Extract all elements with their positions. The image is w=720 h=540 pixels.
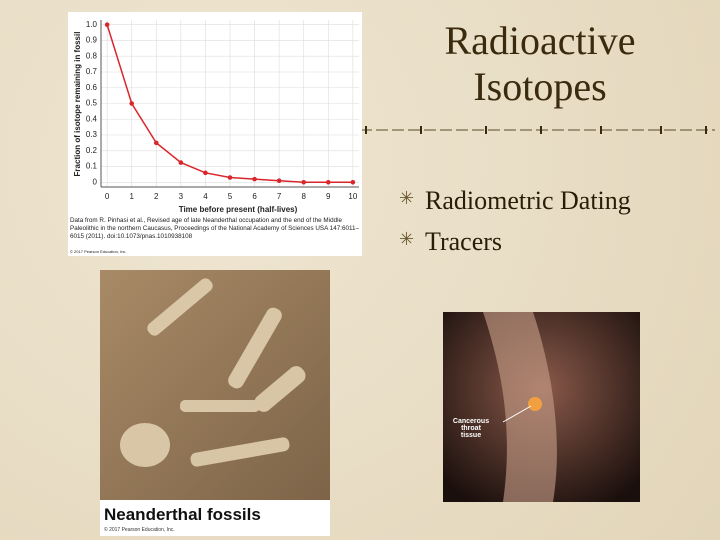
y-tick-label: 0.3 (86, 130, 98, 139)
divider (360, 126, 715, 134)
data-point (350, 179, 356, 185)
figure-copyright: © 2017 Pearson Education, Inc. (70, 249, 127, 254)
data-point (203, 170, 208, 176)
x-tick-label: 0 (105, 192, 110, 201)
data-point (276, 178, 282, 183)
y-tick-label: 0.2 (86, 146, 98, 155)
chart: Fraction of isotope remaining in fossil … (68, 12, 362, 256)
y-tick-label: 0.1 (86, 162, 98, 171)
data-point (252, 176, 257, 182)
x-tick-label: 10 (348, 192, 357, 201)
bullet: Tracers (399, 227, 502, 257)
scan-label: Cancerous throat tissue (452, 418, 490, 439)
x-tick-label: 8 (301, 192, 306, 201)
y-tick-label: 0.4 (86, 114, 98, 123)
y-tick-label: 0.6 (86, 83, 98, 92)
data-point (301, 179, 307, 185)
y-tick-label: 0.5 (86, 99, 98, 108)
scan-image: Cancerous throat tissue (443, 312, 640, 502)
data-point (153, 140, 159, 146)
x-tick-label: 9 (326, 192, 331, 201)
x-axis-label: Time before present (half-lives) (179, 205, 298, 214)
photo-copyright: © 2017 Pearson Education, Inc. (104, 526, 175, 533)
data-point (227, 175, 233, 180)
y-tick-label: 0.8 (86, 51, 98, 60)
scan-label-box: Cancerous throat tissue (452, 418, 490, 439)
x-tick-label: 2 (154, 192, 159, 201)
fossil-photo: Neanderthal fossils © 2017 Pearson Educa… (100, 270, 330, 536)
data-point (129, 101, 135, 106)
x-tick-label: 1 (129, 192, 134, 201)
slide-title: Radioactive Isotopes (444, 18, 636, 109)
y-tick-label: 0.9 (86, 36, 98, 45)
photo-caption: Neanderthal fossils (104, 505, 261, 524)
y-tick-label: 0 (93, 177, 98, 186)
y-tick-label: 0.7 (86, 67, 98, 76)
x-tick-label: 3 (179, 192, 184, 201)
caption-box: Data from R. Pinhasi et al., Revised age… (70, 217, 360, 240)
data-point (178, 160, 184, 165)
data-point (104, 22, 110, 28)
x-tick-label: 5 (228, 192, 233, 201)
x-tick-label: 6 (252, 192, 257, 201)
figure-caption: Data from R. Pinhasi et al., Revised age… (70, 217, 360, 240)
y-tick-label: 1.0 (86, 20, 98, 29)
bullet: Radiometric Dating (399, 186, 631, 216)
y-axis-label: Fraction of isotope remaining in fossil (73, 32, 82, 177)
data-point (325, 179, 331, 185)
x-tick-label: 7 (277, 192, 282, 201)
x-tick-label: 4 (203, 192, 208, 201)
